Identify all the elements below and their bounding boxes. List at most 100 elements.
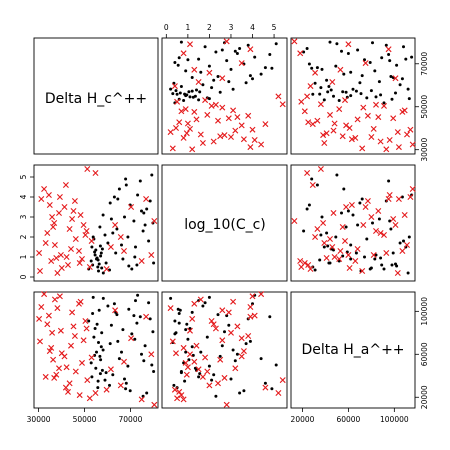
- point-x-8-r3c2: [187, 327, 193, 334]
- point-x-18-r1c2: [182, 106, 189, 113]
- point-x-5-r2c1: [37, 268, 43, 274]
- point-dot-24-r3c1: [147, 301, 151, 305]
- point-dot-16-r2c3: [379, 256, 383, 260]
- point-x-32-r2c3: [383, 250, 390, 256]
- point-x-25-r3c1: [50, 356, 57, 363]
- point-x-29-r1c2: [178, 108, 185, 115]
- point-dot-7-r3c1: [106, 304, 110, 308]
- ticklabel-bottom-c3-0: 20000: [291, 415, 315, 424]
- point-dot-42-r2c1: [112, 195, 116, 199]
- point-x-40-r2c1: [107, 244, 114, 250]
- point-dot-10-r2c3: [382, 267, 386, 271]
- point-dot-30-r3c2: [274, 363, 278, 367]
- point-x-12-r2c3: [327, 236, 333, 242]
- point-dot-50-r1c3: [318, 92, 322, 96]
- point-x-35-r2c1: [86, 264, 93, 270]
- point-x-42-r1c2: [238, 60, 245, 67]
- point-dot-55-r3c1: [142, 359, 146, 363]
- point-dot-15-r2c1: [90, 245, 94, 249]
- point-x-47-r1c3: [307, 83, 314, 90]
- point-x-29-r3c2: [178, 392, 185, 399]
- point-x-39-r1c3: [401, 107, 408, 114]
- point-x-36-r3c1: [88, 354, 95, 361]
- point-x-12-r1c3: [327, 111, 333, 118]
- point-dot-7-r1c3: [398, 83, 402, 87]
- point-dot-38-r3c2: [179, 370, 183, 373]
- point-dot-15-r1c3: [322, 98, 326, 102]
- point-dot-17-r2c1: [99, 254, 103, 258]
- point-dot-31-r1c2: [190, 76, 194, 79]
- point-x-10-r3c1: [65, 388, 71, 395]
- point-dot-47-r3c1: [151, 330, 155, 334]
- point-x-49-r1c2: [191, 66, 198, 73]
- point-x-44-r2c1: [148, 252, 155, 258]
- point-x-3-r3c1: [51, 296, 58, 303]
- point-dot-11-r3c2: [218, 354, 222, 358]
- point-x-21-r1c2: [228, 134, 234, 140]
- point-x-43-r2c3: [297, 258, 304, 264]
- point-dot-41-r2c3: [313, 268, 317, 272]
- point-x-16-r1c2: [245, 112, 252, 119]
- point-x-2-r1c2: [180, 134, 187, 141]
- point-x-37-r3c2: [275, 390, 282, 396]
- point-x-24-r3c1: [68, 342, 74, 349]
- point-x-31-r2c3: [360, 222, 367, 228]
- point-dot-50-r3c2: [183, 379, 187, 383]
- point-x-23-r1c2: [262, 121, 269, 128]
- ticklabel-bottom-c1-0: 30000: [27, 415, 51, 424]
- point-x-27-r1c2: [184, 120, 191, 127]
- point-dot-55-r3c2: [233, 359, 237, 363]
- point-dot-56-r3c1: [135, 321, 139, 325]
- point-dot-24-r2c1: [147, 239, 151, 243]
- ticklabel-top-2: 2: [207, 23, 212, 32]
- point-x-2-r3c2: [180, 344, 187, 351]
- point-dot-50-r3c1: [96, 379, 100, 383]
- point-x-33-r2c1: [46, 202, 53, 208]
- point-x-0-r3c2: [247, 304, 254, 310]
- point-x-29-r3c1: [76, 392, 83, 399]
- point-dot-45-r3c1: [138, 315, 142, 319]
- point-dot-56-r2c3: [380, 263, 384, 267]
- point-dot-31-r2c1: [114, 251, 118, 255]
- ticklabel-bottom-c3-2: 100000: [380, 415, 409, 424]
- point-x-12-r1c2: [204, 111, 211, 118]
- point-dot-27-r3c1: [128, 389, 132, 393]
- point-dot-3-r2c1: [97, 269, 100, 273]
- point-dot-44-r3c2: [186, 337, 190, 341]
- point-x-27-r3c1: [63, 364, 70, 371]
- point-dot-3-r1c3: [359, 92, 363, 96]
- point-dot-17-r1c2: [187, 90, 191, 94]
- point-dot-40-r1c3: [351, 87, 355, 91]
- point-dot-27-r2c3: [307, 203, 311, 207]
- point-dot-24-r1c3: [402, 45, 405, 49]
- point-dot-6-r1c3: [337, 99, 341, 102]
- point-dot-18-r2c1: [97, 262, 101, 266]
- point-dot-15-r2c3: [322, 245, 326, 249]
- point-x-46-r1c3: [385, 46, 392, 53]
- point-dot-37-r1c2: [197, 57, 201, 61]
- point-dot-44-r2c1: [133, 255, 137, 259]
- point-dot-57-r3c1: [124, 387, 128, 391]
- point-x-22-r3c2: [167, 305, 174, 312]
- ticklabel-top-5: 5: [272, 23, 277, 32]
- point-dot-28-r1c3: [410, 55, 414, 59]
- ticklabel-top-0: 0: [164, 23, 169, 32]
- point-dot-40-r1c2: [231, 87, 235, 91]
- point-x-17-r1c2: [191, 108, 198, 115]
- point-x-10-r3c2: [176, 388, 183, 395]
- point-dot-45-r1c2: [268, 53, 272, 56]
- point-x-2-r1c3: [352, 134, 359, 141]
- ticklabel-right-r1-1: 50000: [420, 95, 429, 119]
- point-x-13-r2c1: [41, 186, 48, 192]
- point-dot-58-r2c1: [115, 227, 119, 231]
- point-dot-26-r2c3: [373, 257, 377, 261]
- point-x-28-r1c3: [375, 114, 382, 121]
- point-x-7-r1c2: [221, 132, 228, 139]
- point-x-23-r1c3: [309, 121, 316, 128]
- point-dot-44-r1c3: [363, 58, 366, 62]
- point-dot-14-r1c3: [406, 87, 410, 91]
- panel-frame-r1-c3: [290, 37, 416, 155]
- point-dot-46-r2c1: [145, 207, 149, 211]
- point-dot-48-r3c2: [199, 350, 203, 354]
- point-x-18-r2c3: [336, 256, 343, 262]
